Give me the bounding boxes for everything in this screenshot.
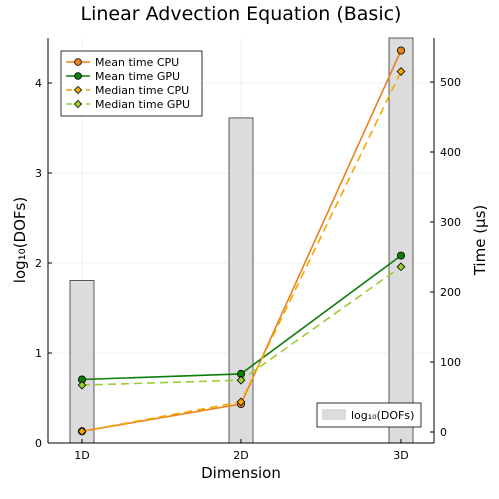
legend-label: Mean time GPU xyxy=(95,70,180,83)
point-2-0 xyxy=(77,426,87,436)
tick-label-right: 100 xyxy=(440,356,461,369)
y-axis-label-right: Time (µs) xyxy=(471,205,489,277)
x-axis-label: Dimension xyxy=(201,464,281,482)
tick-label-left: 4 xyxy=(35,77,42,90)
legend-marker-2 xyxy=(73,85,83,95)
point-3-0 xyxy=(77,380,87,390)
tick-label-right: 200 xyxy=(440,286,461,299)
chart-title: Linear Advection Equation (Basic) xyxy=(81,3,402,25)
point-2-1 xyxy=(236,397,246,407)
point-2-2 xyxy=(396,67,406,76)
tick-label-left: 3 xyxy=(35,167,42,180)
tick-label-left: 2 xyxy=(35,257,42,270)
tick-label-right: 0 xyxy=(440,426,447,439)
tick-label-right: 300 xyxy=(440,216,461,229)
legend-marker-1 xyxy=(74,72,82,80)
legend-marker-0 xyxy=(74,58,82,66)
legend-label: Median time CPU xyxy=(95,84,189,97)
tick-label-right: 400 xyxy=(440,146,461,159)
legend-bars: log₁₀(DOFs) xyxy=(316,402,422,428)
point-3-1 xyxy=(236,375,246,385)
bar-1D xyxy=(69,280,95,444)
legend-bar-swatch xyxy=(322,409,346,420)
legend-marker-3 xyxy=(73,99,83,109)
tick-label-right: 500 xyxy=(440,76,461,89)
bar-3D xyxy=(388,37,414,444)
tick-label-x: 1D xyxy=(74,449,89,462)
series-lines xyxy=(77,46,406,436)
tick-label-x: 2D xyxy=(233,449,248,462)
axes xyxy=(47,38,435,444)
bar-2D xyxy=(228,117,254,444)
tick-labels: 0 1 2 3 4 0 100 200 300 400 500 1D 2D 3D xyxy=(35,76,461,462)
legend-label: Mean time CPU xyxy=(95,56,179,69)
tick-label-x: 3D xyxy=(393,449,408,462)
tick-label-left: 1 xyxy=(35,347,42,360)
point-1-2 xyxy=(396,251,405,260)
bars xyxy=(69,37,414,444)
tick-label-left: 0 xyxy=(35,437,42,450)
y-axis-label-left: log₁₀(DOFs) xyxy=(11,197,29,283)
point-0-2 xyxy=(396,46,405,55)
point-3-2 xyxy=(396,262,406,272)
legend-label: log₁₀(DOFs) xyxy=(351,409,414,422)
legend-label: Median time GPU xyxy=(95,98,190,111)
